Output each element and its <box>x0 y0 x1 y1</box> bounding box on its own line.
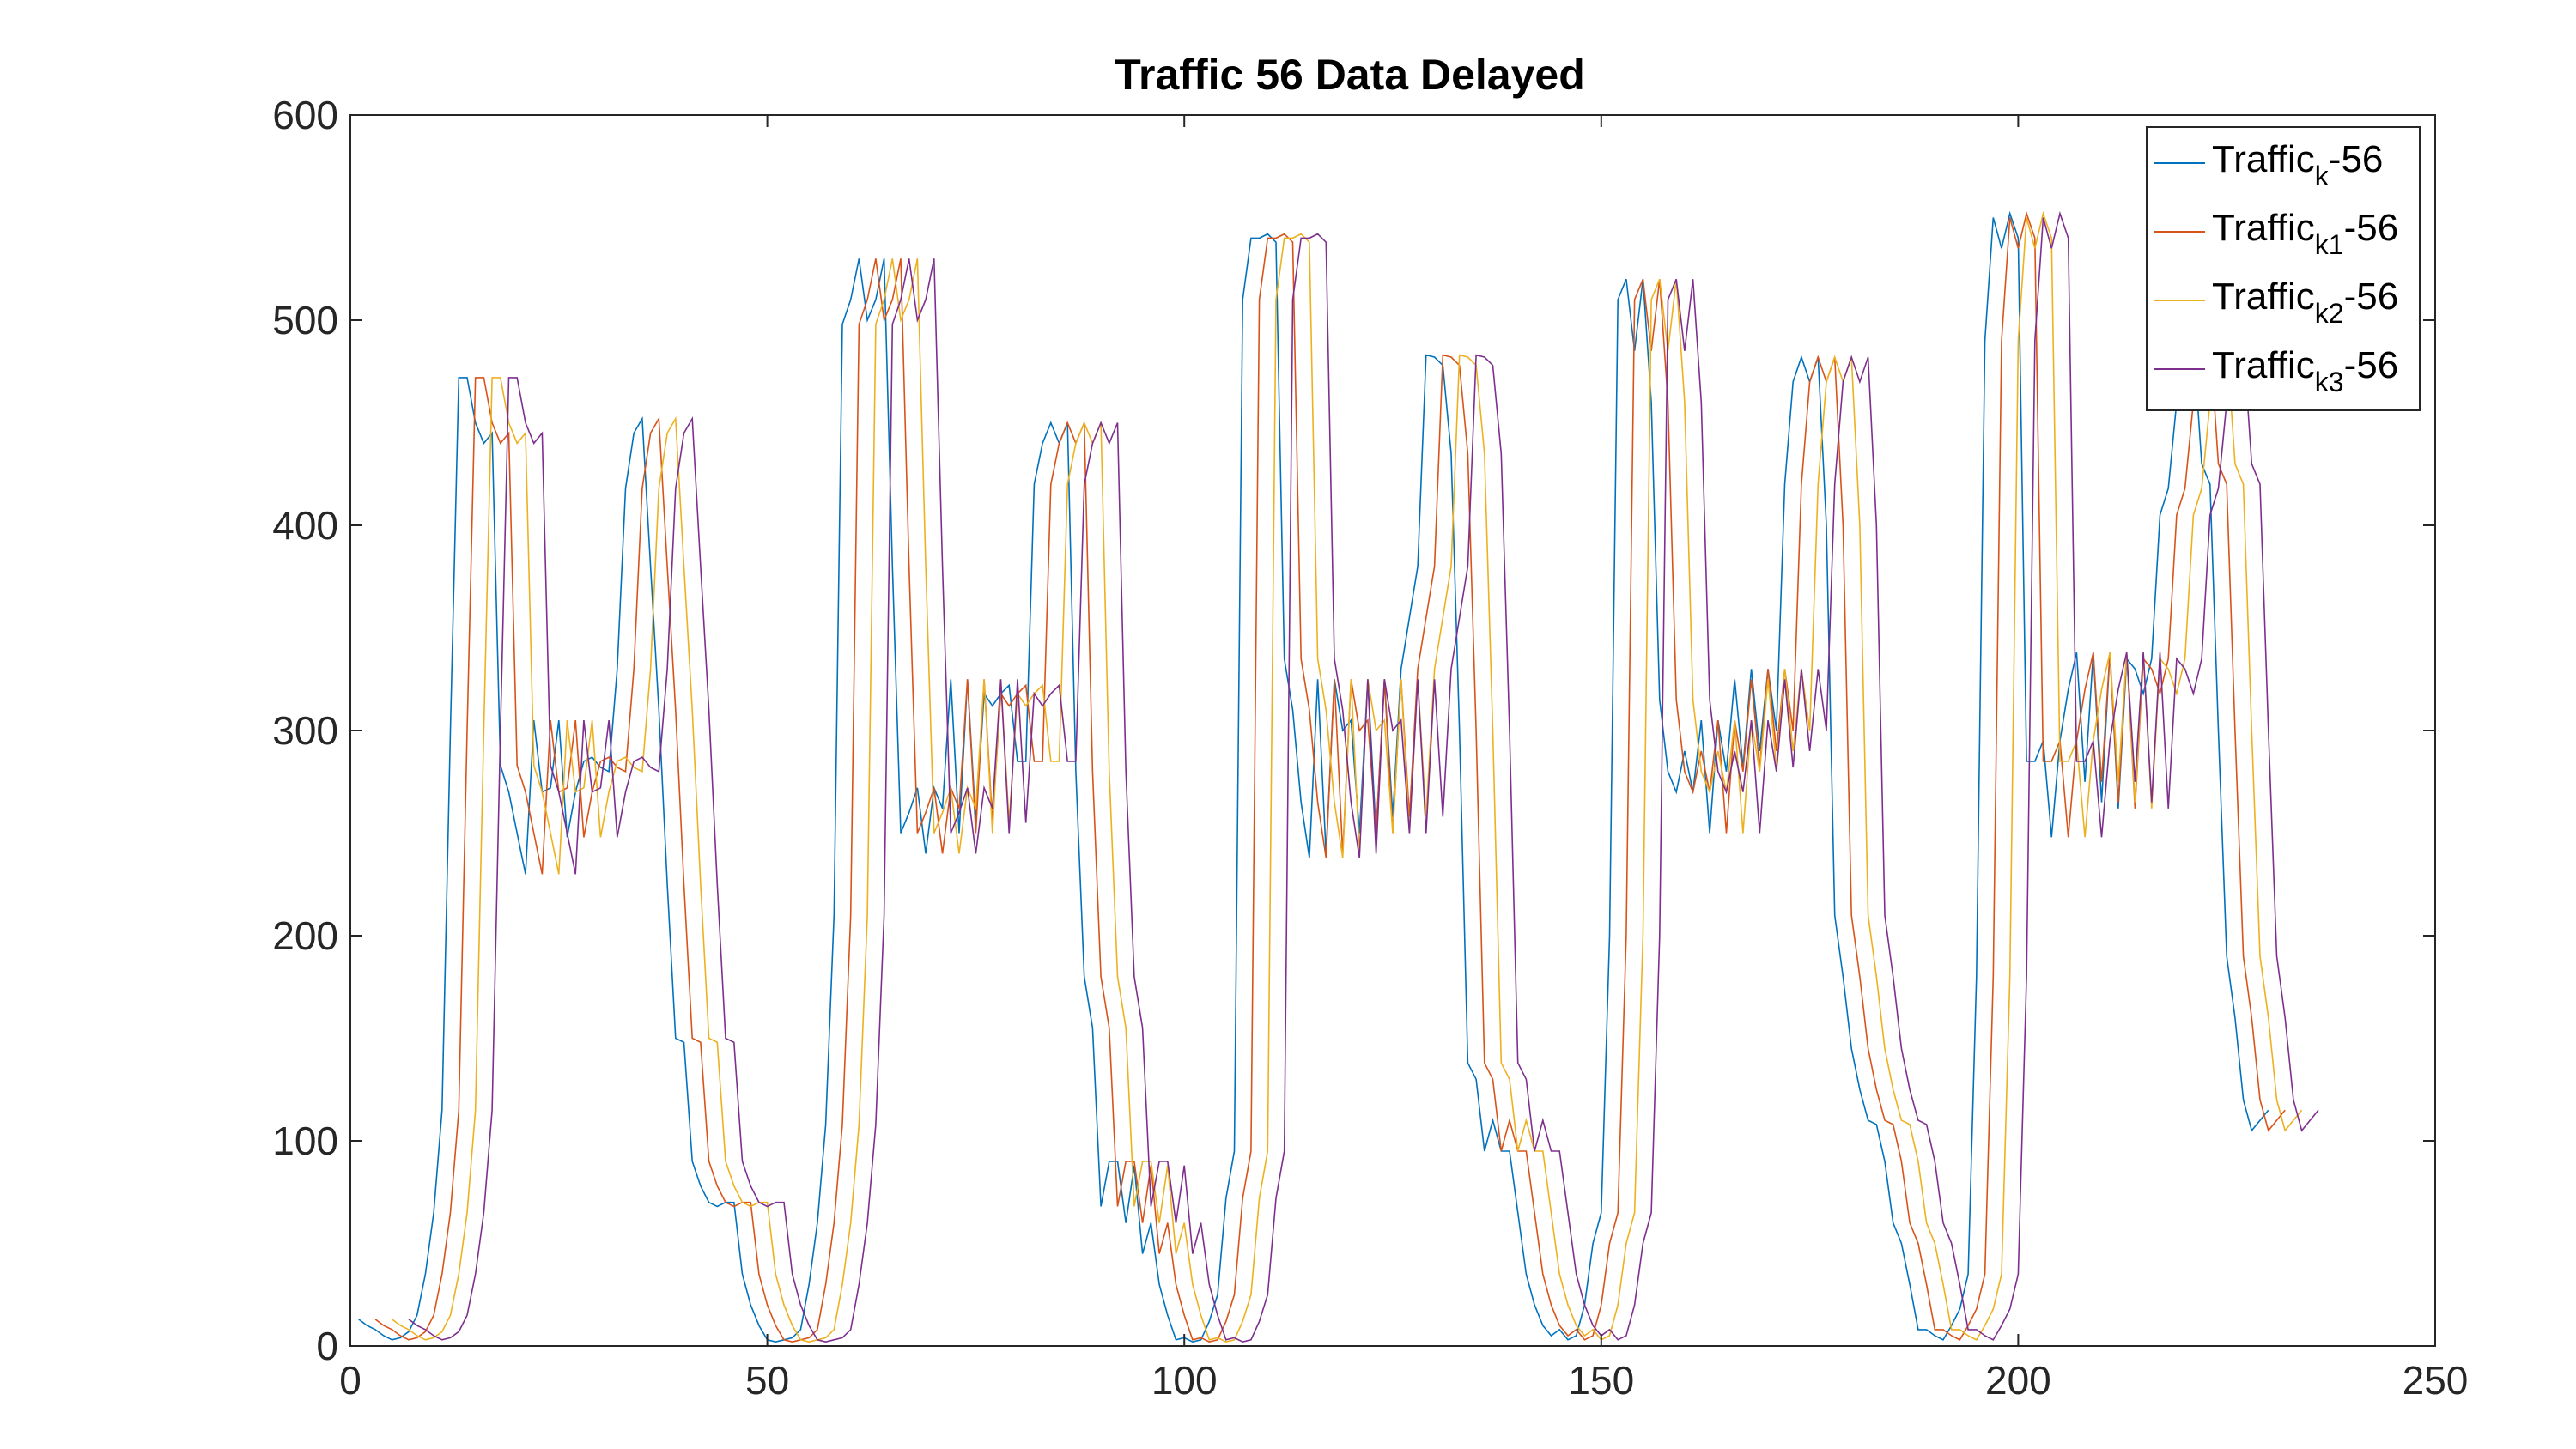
x-tick-label: 200 <box>1985 1358 2051 1403</box>
legend-box <box>2146 126 2421 411</box>
x-tick-label: 50 <box>745 1358 789 1403</box>
series-layer <box>358 210 2319 1343</box>
legend-label: Traffick2-56 <box>2212 276 2398 329</box>
axis-ticks: 0 50 100 150 200 250 0 100 200 300 400 500 600 <box>272 93 2468 1403</box>
legend-entry: Traffick1-56 <box>2154 207 2398 260</box>
y-tick-label: 100 <box>272 1119 338 1163</box>
series-line-1 <box>358 210 2269 1343</box>
y-tick-label: 300 <box>272 708 338 753</box>
legend-label: Traffick3-56 <box>2212 344 2398 397</box>
x-tick-label: 0 <box>339 1358 361 1403</box>
series-line-3 <box>392 210 2303 1343</box>
y-tick-label: 400 <box>272 503 338 548</box>
chart-title: Traffic 56 Data Delayed <box>1115 51 1585 99</box>
legend-entry: Traffick2-56 <box>2154 276 2398 329</box>
x-tick-label: 150 <box>1568 1358 1634 1403</box>
y-tick-label: 600 <box>272 93 338 137</box>
legend-label: Traffick1-56 <box>2212 207 2398 260</box>
y-tick-label: 200 <box>272 913 338 958</box>
y-tick-label: 500 <box>272 298 338 343</box>
series-line-4 <box>408 210 2319 1343</box>
x-tick-label: 250 <box>2403 1358 2469 1403</box>
legend-entry: Traffick-56 <box>2154 138 2383 191</box>
legend-entry: Traffick3-56 <box>2154 344 2398 397</box>
legend-label: Traffick-56 <box>2212 138 2383 191</box>
legend: Traffick-56 Traffick1-56 Traffick2-56 Tr… <box>2146 126 2421 411</box>
y-tick-label: 0 <box>316 1324 338 1368</box>
x-tick-label: 100 <box>1151 1358 1218 1403</box>
series-line-2 <box>374 210 2286 1343</box>
